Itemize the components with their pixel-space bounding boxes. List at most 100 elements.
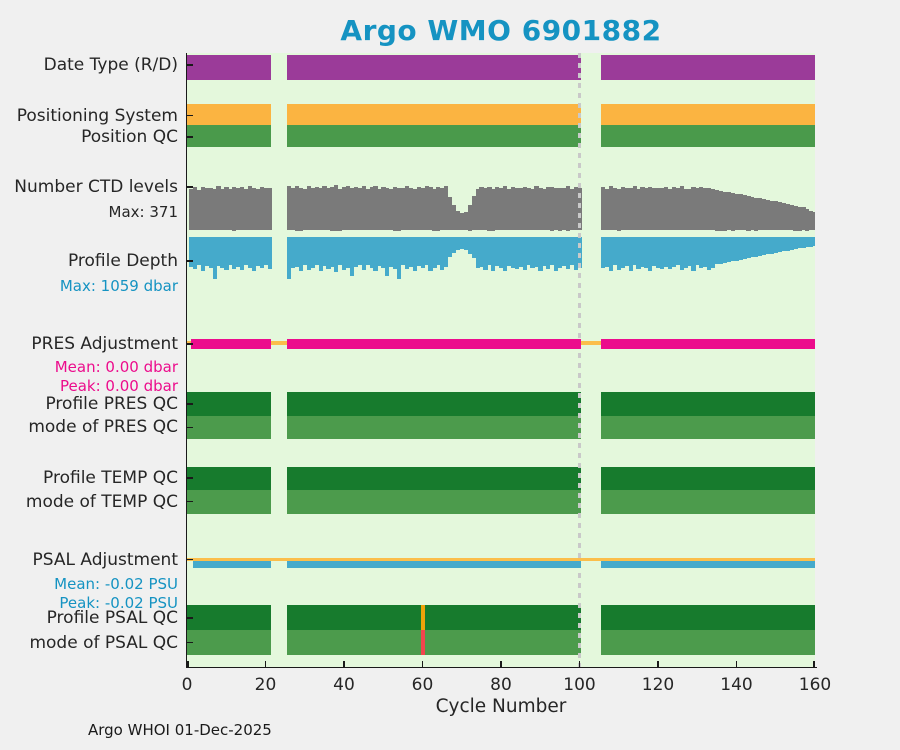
depth-bar [510, 237, 516, 268]
depth-bar [451, 237, 457, 254]
ctd-bar [565, 186, 571, 231]
y-axis-line [185, 53, 188, 668]
depth-bar [624, 237, 629, 267]
depth-bar [703, 237, 708, 267]
depth-bar [479, 237, 484, 267]
y-tick-mark [187, 114, 193, 117]
depth-bar [440, 237, 445, 270]
depth-bar [483, 237, 488, 270]
depth-bar [432, 237, 437, 268]
depth-bar [200, 237, 205, 272]
band-profile-psal-qc [187, 605, 272, 630]
ctd-bar [491, 189, 496, 231]
ctd-bar [487, 186, 492, 231]
ctd-bar [514, 187, 519, 231]
page-title: Argo WMO 6901882 [340, 14, 662, 47]
depth-bar [326, 237, 331, 270]
ctd-bar [424, 185, 429, 231]
ctd-bar [667, 188, 673, 231]
depth-bar [251, 237, 257, 271]
ctd-bar [436, 187, 441, 231]
ctd-bar [573, 187, 578, 231]
depth-bar [707, 237, 712, 270]
band-position-qc [187, 125, 272, 147]
depth-bar [667, 237, 673, 270]
row-label-number-ctd-levels: Number CTD levels [14, 177, 178, 197]
depth-bar [781, 237, 786, 252]
ctd-bar [730, 193, 735, 231]
ctd-bar [687, 189, 692, 231]
ctd-bar [408, 187, 414, 231]
ctd-bar [389, 188, 394, 231]
depth-bar [714, 237, 720, 265]
y-tick-mark [187, 343, 193, 345]
depth-bar [247, 237, 253, 268]
y-tick-mark [187, 403, 193, 405]
x-tick-mark [343, 661, 345, 667]
depth-bar [777, 237, 782, 252]
x-tick-label: 120 [641, 675, 675, 695]
depth-bar [726, 237, 731, 263]
depth-bar [346, 237, 351, 268]
ctd-bar [232, 186, 237, 231]
x-tick-label: 160 [798, 675, 832, 695]
x-tick-label: 100 [563, 675, 596, 695]
depth-bar [644, 237, 649, 269]
ctd-bar [467, 204, 472, 231]
depth-bar [385, 237, 390, 277]
ctd-bar [404, 186, 410, 231]
ctd-bar [189, 188, 194, 231]
row-sublabel: Max: 1059 dbar [59, 277, 178, 295]
band-mode-temp-qc [601, 490, 815, 514]
ctd-bar [259, 187, 264, 231]
plot-area [187, 53, 815, 667]
band-profile-psal-qc [287, 605, 582, 630]
depth-bar [436, 237, 441, 265]
ctd-bar [691, 187, 696, 231]
ctd-bar [471, 196, 476, 231]
y-tick-mark [187, 426, 193, 429]
ctd-bar [448, 196, 453, 231]
depth-bar [475, 237, 480, 269]
pres-adjustment-line [190, 339, 272, 349]
row-label-date-type-r-d-: Date Type (R/D) [43, 55, 178, 75]
ctd-bar [734, 193, 739, 231]
ctd-bar [224, 186, 229, 231]
ctd-bar [612, 187, 618, 231]
ctd-bar [322, 186, 327, 231]
depth-bar [291, 237, 296, 269]
ctd-bar [479, 187, 484, 231]
ctd-bar [326, 187, 331, 231]
ctd-bar [475, 188, 480, 231]
depth-bar [660, 237, 665, 269]
depth-bar [809, 237, 814, 247]
ctd-bar [342, 187, 347, 231]
x-tick-mark [500, 661, 502, 667]
depth-bar [612, 237, 618, 266]
depth-bar [530, 237, 535, 269]
depth-bar [648, 237, 653, 272]
y-tick-mark [187, 500, 193, 503]
ctd-bar [534, 186, 539, 231]
band-positioning-system [287, 104, 582, 125]
depth-bar [424, 237, 429, 266]
depth-bar [522, 237, 527, 271]
psal-adjustment-line [287, 561, 582, 569]
depth-bar [397, 237, 402, 279]
ctd-bar [216, 186, 221, 231]
band-position-qc [287, 125, 582, 147]
ctd-bar [711, 188, 716, 231]
x-tick-label: 140 [720, 675, 753, 695]
ctd-bar [695, 187, 700, 231]
cycle-100-dotted-line [577, 53, 582, 667]
depth-bar [467, 237, 472, 254]
depth-bar [769, 237, 775, 254]
ctd-bar [546, 187, 551, 231]
x-tick-mark [735, 661, 738, 667]
ctd-bar [569, 188, 574, 231]
depth-bar [314, 237, 319, 265]
ctd-bar [608, 186, 614, 231]
depth-bar [758, 237, 763, 256]
depth-bar [463, 237, 468, 250]
depth-bar [656, 237, 661, 268]
